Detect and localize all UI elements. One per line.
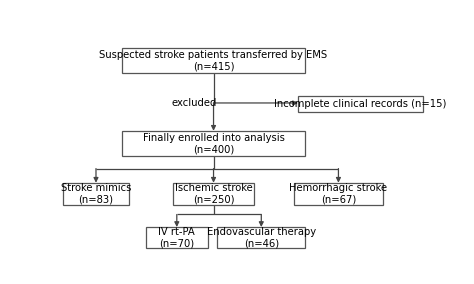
Text: Hemorrhagic stroke
(n=67): Hemorrhagic stroke (n=67)	[289, 183, 388, 204]
Text: Finally enrolled into analysis
(n=400): Finally enrolled into analysis (n=400)	[143, 133, 284, 154]
Text: Incomplete clinical records (n=15): Incomplete clinical records (n=15)	[274, 99, 447, 109]
Text: Endovascular therapy
(n=46): Endovascular therapy (n=46)	[207, 227, 316, 248]
Text: Stroke mimics
(n=83): Stroke mimics (n=83)	[61, 183, 131, 204]
Text: Suspected stroke patients transferred by EMS
(n=415): Suspected stroke patients transferred by…	[100, 49, 328, 71]
Text: Ischemic stroke
(n=250): Ischemic stroke (n=250)	[174, 183, 253, 204]
FancyBboxPatch shape	[217, 227, 305, 248]
FancyBboxPatch shape	[173, 183, 254, 205]
FancyBboxPatch shape	[63, 183, 129, 205]
Text: excluded: excluded	[171, 98, 217, 108]
Text: IV rt-PA
(n=70): IV rt-PA (n=70)	[158, 227, 195, 248]
FancyBboxPatch shape	[122, 131, 305, 156]
FancyBboxPatch shape	[294, 183, 383, 205]
FancyBboxPatch shape	[146, 227, 208, 248]
FancyBboxPatch shape	[122, 48, 305, 73]
FancyBboxPatch shape	[298, 96, 423, 112]
